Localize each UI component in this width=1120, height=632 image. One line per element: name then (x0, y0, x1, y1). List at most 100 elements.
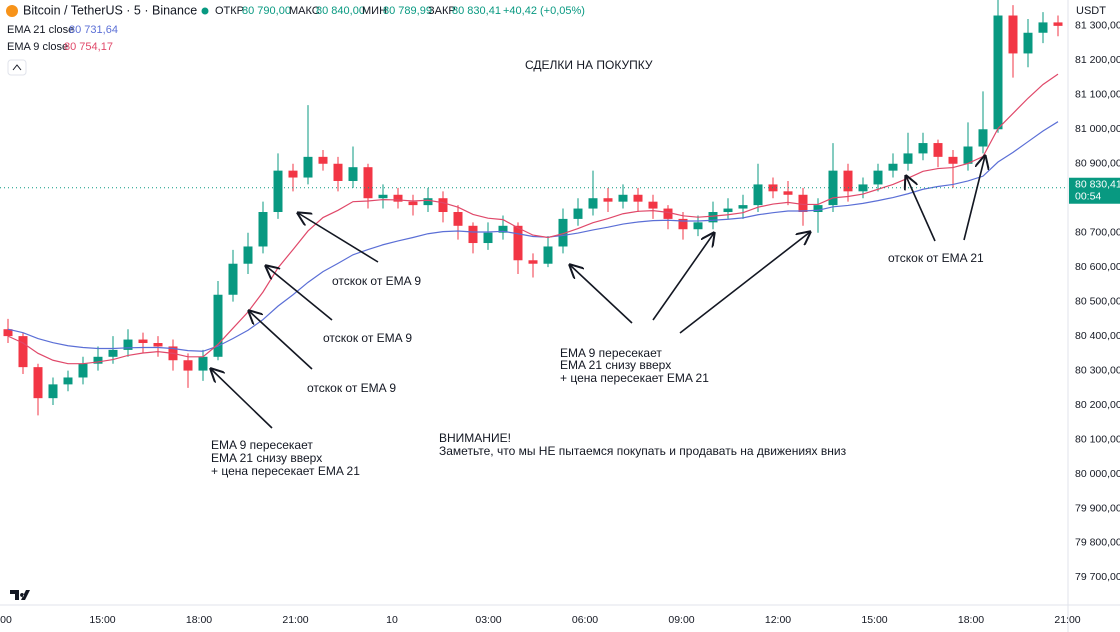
arrow (679, 232, 810, 334)
candle-body (468, 225, 478, 244)
annotation: EMA 9 пересекает (560, 346, 662, 360)
candle-body (933, 143, 943, 157)
annotation: + цена пересекает EMA 21 (211, 464, 360, 478)
candle-body (3, 329, 13, 337)
candle-body (48, 384, 58, 399)
candle-body (498, 225, 508, 233)
candle-body (873, 170, 883, 185)
annotation: + цена пересекает EMA 21 (560, 371, 709, 385)
arrow (906, 176, 936, 242)
candle-body (648, 201, 658, 209)
low-label: МИН (362, 5, 387, 17)
y-tick-label: 81 200,00 (1075, 54, 1120, 66)
arrow (266, 266, 333, 321)
candle-body (63, 377, 73, 385)
y-tick-label: 80 300,00 (1075, 364, 1120, 376)
x-tick-label: 18:00 (958, 614, 984, 626)
candle-body (573, 208, 583, 219)
high-label: МАКС (289, 5, 320, 17)
candle-body (948, 156, 958, 164)
currency: USDT (1076, 5, 1106, 17)
candle-body (738, 205, 748, 209)
annotation: EMA 9 пересекает (211, 438, 313, 452)
candle-body (558, 218, 568, 247)
candle-body (723, 208, 733, 213)
candle-body (378, 194, 388, 199)
y-tick-label: 80 400,00 (1075, 330, 1120, 342)
y-tick-label: 80 200,00 (1075, 399, 1120, 411)
annotation: Заметьте, что мы НЕ пытаемся покупать и … (439, 444, 847, 458)
x-tick-label: 09:00 (668, 614, 694, 626)
candle-body (843, 170, 853, 192)
candle-body (348, 167, 358, 181)
x-tick-label: 21:00 (282, 614, 308, 626)
open: 80 790,00 (242, 5, 291, 17)
candle-body (1053, 22, 1063, 26)
legend-name: EMA 9 close (7, 41, 68, 53)
candle-body (183, 360, 193, 371)
candle-body (258, 212, 268, 247)
y-tick-label: 81 000,00 (1075, 123, 1120, 135)
arrow (963, 156, 985, 241)
x-tick-label: 12:00 (765, 614, 791, 626)
candle-body (708, 212, 718, 223)
candle-body (543, 246, 553, 264)
candle-body (393, 194, 403, 202)
collapse-button[interactable] (7, 59, 27, 76)
candle-body (123, 339, 133, 350)
candle-body (138, 339, 148, 344)
symbol: Bitcoin / TetherUS · 5 · Binance (23, 3, 197, 17)
annotation-title: СДЕЛКИ НА ПОКУПКУ (525, 58, 653, 72)
arrow (249, 311, 313, 370)
candle-body (618, 194, 628, 202)
annotation: отскок от EMA 21 (888, 251, 984, 265)
y-tick-label: 80 500,00 (1075, 295, 1120, 307)
candle-body (588, 198, 598, 209)
x-tick-label: 10 (386, 614, 398, 626)
y-tick-label: 79 700,00 (1075, 571, 1120, 583)
candle-body (408, 201, 418, 206)
candle-body (453, 212, 463, 226)
candle-body (963, 146, 973, 164)
close: 80 830,41 (452, 5, 501, 17)
annotation: отскок от EMA 9 (307, 381, 396, 395)
coin-icon (6, 5, 18, 17)
candle-body (798, 194, 808, 213)
x-tick-label: 18:00 (186, 614, 212, 626)
annotation: EMA 21 снизу вверх (211, 451, 322, 465)
annotation: ВНИМАНИЕ! (439, 431, 511, 445)
collapse-icon (12, 64, 22, 71)
legend-value: 80 754,17 (64, 41, 113, 53)
candle-body (753, 184, 763, 206)
arrow (298, 213, 379, 263)
candle-body (513, 225, 523, 261)
y-tick-label: 80 700,00 (1075, 226, 1120, 238)
x-tick-label: 15:00 (89, 614, 115, 626)
axes: 79 700,00 79 800,00 79 900,00 80 000,00 80 1… (0, 20, 1120, 626)
candle-body (633, 194, 643, 202)
candle-body (813, 205, 823, 213)
candle-body (693, 222, 703, 230)
logo[interactable] (10, 590, 30, 600)
candle-body (978, 129, 988, 147)
candle-body (678, 218, 688, 230)
y-tick-label: 79 800,00 (1075, 537, 1120, 549)
annotation: отскок от EMA 9 (323, 331, 412, 345)
x-tick-label: 03:00 (475, 614, 501, 626)
candle-body (858, 184, 868, 192)
y-tick-label: 79 900,00 (1075, 502, 1120, 514)
high: 80 840,00 (316, 5, 365, 17)
candle-body (18, 336, 28, 368)
candle-body (108, 349, 118, 357)
legend-value: 80 731,64 (69, 24, 118, 36)
annotation: отскок от EMA 9 (332, 274, 421, 288)
arrow (652, 233, 714, 321)
candle-body (783, 191, 793, 195)
candle-body (93, 356, 103, 364)
legend-name: EMA 21 close (7, 24, 74, 36)
candle-body (243, 246, 253, 264)
arrow (570, 265, 633, 324)
annotation: EMA 21 снизу вверх (560, 358, 671, 372)
